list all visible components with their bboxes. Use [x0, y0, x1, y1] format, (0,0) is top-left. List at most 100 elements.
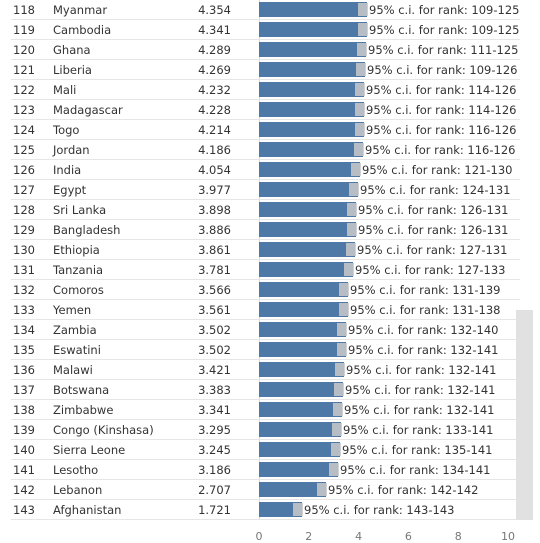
score-cell: 4.289 [198, 43, 231, 57]
row-divider [11, 199, 520, 200]
table-row: 140 Sierra Leone 3.245 95% c.i. for rank: 1… [0, 440, 520, 460]
score-cell: 4.186 [198, 143, 231, 157]
table-row: 134 Zambia 3.502 95% c.i. for rank: 132-140 [0, 320, 520, 340]
row-divider [11, 359, 520, 360]
score-bar [259, 82, 365, 97]
ci-label: 95% c.i. for rank: 132-141 [343, 402, 496, 418]
score-cell: 4.341 [198, 23, 231, 37]
table-row: 121 Liberia 4.269 95% c.i. for rank: 109-12… [0, 60, 520, 80]
score-cell: 4.054 [198, 163, 231, 177]
ci-label: 95% c.i. for rank: 116-126 [365, 122, 518, 138]
score-cell: 3.566 [198, 283, 231, 297]
score-bar [259, 22, 368, 37]
row-divider [11, 399, 520, 400]
country-cell: Yemen [53, 303, 92, 317]
row-divider [11, 439, 520, 440]
country-cell: Malawi [53, 363, 93, 377]
rank-cell: 132 [13, 283, 35, 297]
rank-cell: 142 [13, 483, 35, 497]
country-cell: Jordan [53, 143, 90, 157]
ci-label: 95% c.i. for rank: 132-141 [345, 362, 498, 378]
score-bar [259, 42, 366, 57]
country-cell: Tanzania [53, 263, 104, 277]
rank-cell: 137 [13, 383, 35, 397]
score-cell: 3.502 [198, 343, 231, 357]
ci-label: 95% c.i. for rank: 143-143 [303, 502, 456, 518]
table-row: 132 Comoros 3.566 95% c.i. for rank: 131-13… [0, 280, 520, 300]
score-bar [259, 222, 356, 237]
rank-cell: 121 [13, 63, 35, 77]
score-cell: 3.502 [198, 323, 231, 337]
table-row: 126 India 4.054 95% c.i. for rank: 121-130 [0, 160, 520, 180]
country-cell: Egypt [53, 183, 87, 197]
row-divider [11, 519, 520, 520]
bar-axis-line [259, 0, 260, 520]
vertical-scrollbar[interactable] [516, 310, 533, 520]
country-cell: Mali [53, 83, 77, 97]
rank-cell: 135 [13, 343, 35, 357]
score-bar [259, 402, 343, 417]
score-bar [259, 122, 364, 137]
row-divider [11, 279, 520, 280]
table-row: 125 Jordan 4.186 95% c.i. for rank: 116-126 [0, 140, 520, 160]
score-cell: 3.186 [198, 463, 231, 477]
country-cell: Sri Lanka [53, 203, 107, 217]
rank-cell: 136 [13, 363, 35, 377]
rank-cell: 133 [13, 303, 35, 317]
country-cell: Togo [53, 123, 80, 137]
country-cell: India [53, 163, 82, 177]
table-row: 133 Yemen 3.561 95% c.i. for rank: 131-138 [0, 300, 520, 320]
score-bar [259, 242, 356, 257]
rank-cell: 130 [13, 243, 35, 257]
rank-cell: 141 [13, 463, 35, 477]
rank-cell: 134 [13, 323, 35, 337]
ci-label: 95% c.i. for rank: 121-130 [361, 162, 514, 178]
score-bar [259, 382, 344, 397]
score-cell: 4.214 [198, 123, 231, 137]
ci-label: 95% c.i. for rank: 131-139 [349, 282, 502, 298]
x-axis: 0 2 4 6 8 10 [0, 520, 540, 543]
table-row: 128 Sri Lanka 3.898 95% c.i. for rank: 126-… [0, 200, 520, 220]
ci-label: 95% c.i. for rank: 132-140 [347, 322, 500, 338]
row-divider [11, 499, 520, 500]
ci-label: 95% c.i. for rank: 109-125 [368, 2, 521, 18]
rank-cell: 140 [13, 443, 35, 457]
score-bar [259, 322, 347, 337]
score-bar [259, 362, 345, 377]
rank-cell: 125 [13, 143, 35, 157]
score-bar [259, 502, 302, 517]
table-row: 119 Cambodia 4.341 95% c.i. for rank: 109-1… [0, 20, 521, 40]
country-cell: Bangladesh [53, 223, 121, 237]
table-row: 135 Eswatini 3.502 95% c.i. for rank: 132-1… [0, 340, 520, 360]
table-row: 139 Congo (Kinshasa) 3.295 95% c.i. for ran… [0, 420, 520, 440]
ci-label: 95% c.i. for rank: 134-141 [339, 462, 492, 478]
rank-cell: 138 [13, 403, 35, 417]
rank-cell: 123 [13, 103, 35, 117]
table-row: 124 Togo 4.214 95% c.i. for rank: 116-126 [0, 120, 520, 140]
ci-label: 95% c.i. for rank: 109-126 [366, 62, 519, 78]
ci-label: 95% c.i. for rank: 111-125 [367, 42, 520, 58]
ci-label: 95% c.i. for rank: 114-126 [365, 102, 518, 118]
country-cell: Ethiopia [53, 243, 100, 257]
row-divider [11, 159, 520, 160]
score-bar [259, 422, 342, 437]
rank-cell: 129 [13, 223, 35, 237]
row-divider [11, 79, 520, 80]
row-divider [11, 19, 520, 20]
score-bar [259, 462, 339, 477]
x-tick-label: 10 [501, 530, 515, 543]
score-cell: 2.707 [198, 483, 231, 497]
table-row: 142 Lebanon 2.707 95% c.i. for rank: 142-14… [0, 480, 520, 500]
table-row: 129 Bangladesh 3.886 95% c.i. for rank: 126… [0, 220, 520, 240]
country-cell: Eswatini [53, 343, 101, 357]
table-row: 138 Zimbabwe 3.341 95% c.i. for rank: 132-1… [0, 400, 520, 420]
ci-label: 95% c.i. for rank: 131-138 [349, 302, 502, 318]
row-divider [11, 119, 520, 120]
table-row: 118 Myanmar 4.354 95% c.i. for rank: 109-12… [0, 0, 521, 20]
country-cell: Cambodia [53, 23, 112, 37]
row-divider [11, 479, 520, 480]
table-row: 123 Madagascar 4.228 95% c.i. for rank: 114… [0, 100, 520, 120]
score-bar [259, 102, 365, 117]
score-bar [259, 142, 364, 157]
rank-cell: 128 [13, 203, 35, 217]
